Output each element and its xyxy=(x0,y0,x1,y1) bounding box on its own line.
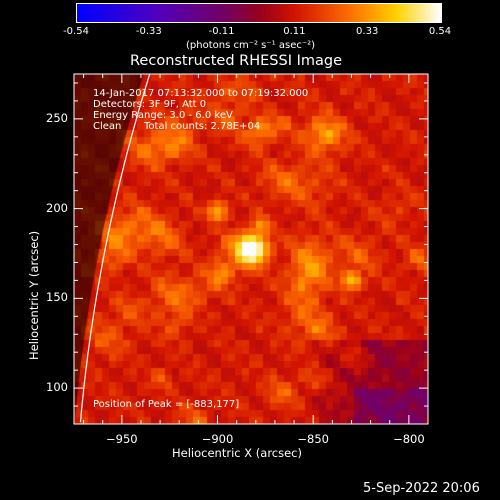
x-axis-title: Heliocentric X (arcsec) xyxy=(172,446,302,460)
plot-border xyxy=(73,73,429,425)
x-tick-label: −900 xyxy=(201,432,234,446)
footer-timestamp: 5-Sep-2022 20:06 xyxy=(363,481,480,496)
colorbar-tick-label: -0.11 xyxy=(208,26,235,37)
annotation-energy: Energy Range: 3.0 - 6.0 keV xyxy=(93,110,233,121)
annotation-detectors: Detectors: 3F 9F, Att 0 xyxy=(93,99,207,110)
x-tick-label: −950 xyxy=(106,432,138,446)
annotation-peak-position: Position of Peak = [-883,177] xyxy=(93,399,240,410)
colorbar-tick-label: -0.54 xyxy=(63,26,89,37)
colorbar xyxy=(76,3,442,23)
colorbar-tick-label: 0.54 xyxy=(428,26,452,37)
colorbar-tick-label: 0.33 xyxy=(356,26,379,37)
colorbar-tick-label: -0.33 xyxy=(135,26,162,37)
annotation-counts: Total counts: 2.78E+04 xyxy=(144,121,261,132)
solar-limb-line xyxy=(79,73,151,423)
colorbar-tick-label: 0.11 xyxy=(283,26,306,37)
annotation-method: Clean xyxy=(93,121,122,132)
x-tick-label: −850 xyxy=(297,432,329,446)
y-tick-label: 200 xyxy=(46,200,68,215)
annotation-time-range: 14-Jan-2017 07:13:32.000 to 07:19:32.000 xyxy=(93,88,309,99)
y-tick-label: 100 xyxy=(46,380,68,395)
y-axis-title: Heliocentric Y (arcsec) xyxy=(27,230,41,360)
y-tick-label: 150 xyxy=(46,290,68,305)
y-tick-label: 250 xyxy=(46,110,68,125)
x-tick-label: −800 xyxy=(393,432,425,446)
chart-title: Reconstructed RHESSI Image xyxy=(130,53,343,69)
colorbar-unit: (photons cm⁻² s⁻¹ asec⁻²) xyxy=(186,40,316,51)
